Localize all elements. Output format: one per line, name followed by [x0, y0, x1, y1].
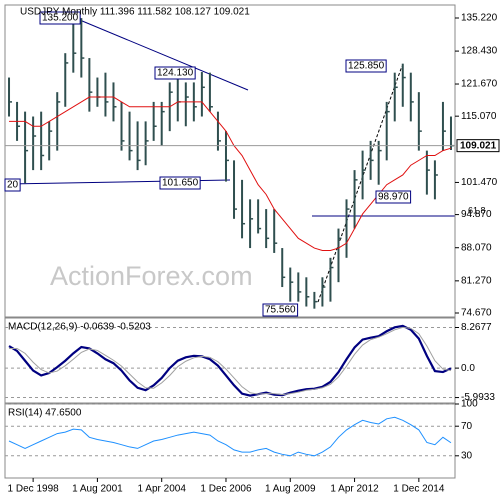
x-tick-label: 1 Aug 2009: [265, 484, 316, 495]
x-tick-label: 1 Aug 2001: [72, 484, 123, 495]
y-tick-label: 74.670: [461, 308, 492, 319]
last-price-label: 109.021: [460, 140, 497, 151]
y-tick-label: 70: [461, 421, 473, 432]
fib-base-line: [317, 65, 403, 303]
y-tick-label: -5.9933: [461, 392, 495, 403]
y-tick-label: 81.270: [461, 275, 492, 286]
annotation: 61.8: [468, 205, 486, 215]
panel-frame: [4, 317, 456, 404]
y-tick-label: 30: [461, 450, 473, 461]
x-tick-label: 1 Dec 2014: [393, 484, 445, 495]
annotation-box: [159, 176, 201, 190]
annotation-box: [375, 190, 412, 204]
watermark: ActionForex.com: [50, 261, 253, 291]
y-tick-label: 8.2677: [461, 322, 492, 333]
panel-frame: [4, 4, 456, 318]
series-line: [8, 416, 452, 457]
y-tick-label: 135.220: [461, 13, 498, 24]
x-tick-label: 1 Dec 2006: [200, 484, 252, 495]
y-tick-label: 94.870: [461, 209, 492, 220]
x-tick-label: 1 Apr 2004: [138, 484, 187, 495]
annotation: 124.130: [157, 68, 194, 79]
annotation-box: [262, 303, 299, 317]
y-tick-label: 115.070: [461, 111, 497, 122]
annotation-box: [4, 178, 21, 192]
y-tick-label: 88.070: [461, 242, 492, 253]
last-price-box: [456, 139, 500, 153]
trend-line: [74, 17, 249, 91]
y-tick-label: 0.0: [461, 363, 475, 374]
annotation: 125.850: [348, 61, 385, 72]
y-tick-label: 128.430: [461, 46, 498, 57]
annotation: 75.560: [265, 305, 296, 316]
annotation: 20: [7, 180, 19, 191]
annotation-box: [345, 59, 387, 73]
annotation-box: [39, 11, 81, 25]
x-tick-label: 1 Apr 2012: [330, 484, 379, 495]
y-tick-label: 100: [461, 399, 478, 410]
annotation-box: [154, 66, 196, 80]
panel-title: USDJPY Monthly 111.396 111.582 108.127 1…: [20, 7, 250, 18]
panel-title: RSI(14) 47.6500: [8, 408, 82, 419]
y-tick-label: 101.470: [461, 177, 498, 188]
x-tick-label: 1 Dec 1998: [8, 484, 60, 495]
annotation: 101.650: [162, 178, 199, 189]
panel-title: MACD(12,26,9) -0.0639 -0.5203: [8, 322, 151, 333]
series-line: [9, 326, 452, 396]
annotation: 98.970: [378, 192, 409, 203]
series-line: [8, 324, 452, 397]
annotation: 135.200: [42, 13, 79, 24]
y-tick-label: 121.670: [461, 79, 498, 90]
